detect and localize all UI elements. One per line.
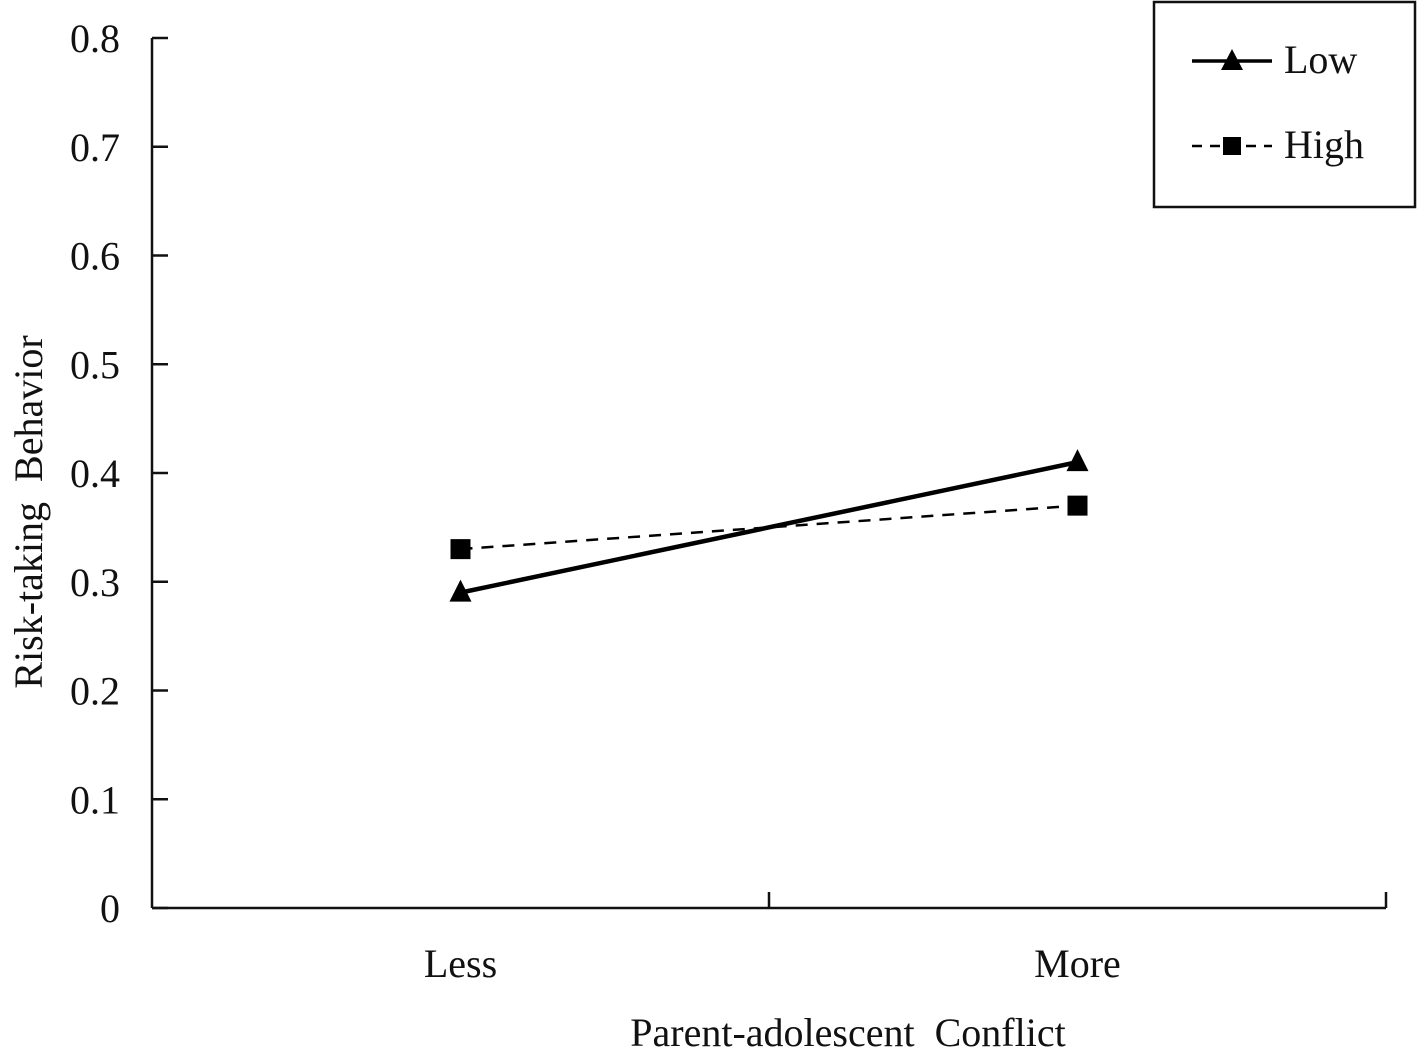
series-high-point [450, 539, 471, 560]
legend-low-triangle-marker [1221, 49, 1243, 70]
x-ticks: Less More [424, 892, 1388, 986]
legend-box [1152, 0, 1417, 209]
series-layer [449, 449, 1089, 602]
y-tick-label: 0.8 [70, 16, 120, 61]
y-axis-title: Risk-taking Behavior [6, 335, 51, 688]
y-tick-label: 0 [100, 886, 120, 931]
legend: Low High [1152, 0, 1417, 209]
y-tick-label: 0.4 [70, 451, 120, 496]
legend-item-high: High [1192, 122, 1364, 167]
series-low-point [1066, 449, 1089, 472]
x-category-label: More [1034, 941, 1121, 986]
legend-high-label: High [1284, 122, 1364, 167]
legend-item-low: Low [1192, 37, 1357, 82]
y-tick-label: 0.6 [70, 234, 120, 279]
legend-low-label: Low [1284, 37, 1357, 82]
series-high-line [460, 504, 1078, 551]
x-category-label: Less [424, 941, 497, 986]
y-ticks: 0 0.1 0.2 0.3 0.4 0.5 0.6 0.7 0.8 [70, 16, 168, 931]
x-axis-title: Parent-adolescent Conflict [630, 1010, 1065, 1050]
y-tick-label: 0.2 [70, 669, 120, 714]
series-low [449, 449, 1089, 602]
y-tick-label: 0.7 [70, 125, 120, 170]
series-high [450, 495, 1088, 560]
series-high-point [1067, 495, 1088, 516]
y-tick-label: 0.1 [70, 777, 120, 822]
y-tick-label: 0.5 [70, 342, 120, 387]
series-low-point [449, 579, 472, 602]
legend-high-square-marker [1223, 137, 1241, 155]
y-tick-label: 0.3 [70, 560, 120, 605]
series-low-line [460, 459, 1078, 595]
